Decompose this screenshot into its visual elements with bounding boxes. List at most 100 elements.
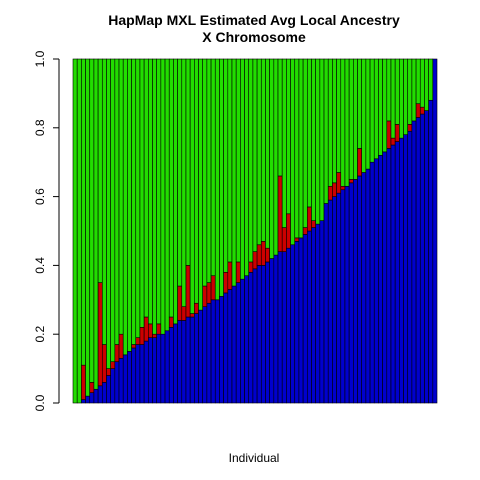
blue-segment [118, 357, 124, 404]
green-segment [81, 58, 86, 366]
blue-segment [194, 313, 199, 404]
green-segment [269, 58, 275, 259]
green-segment [135, 58, 141, 338]
red-segment [189, 313, 195, 318]
green-segment [127, 58, 132, 352]
blue-segment [135, 344, 141, 404]
green-segment [148, 58, 153, 325]
red-segment [210, 275, 216, 301]
green-segment [399, 58, 404, 139]
blue-segment [298, 237, 304, 404]
green-segment [248, 58, 254, 263]
green-segment [294, 58, 300, 239]
green-segment [93, 58, 99, 390]
red-segment [394, 124, 400, 142]
green-segment [240, 58, 245, 280]
red-segment [386, 120, 392, 149]
blue-segment [127, 351, 132, 404]
blue-segment [252, 268, 258, 404]
y-tick-label: 0.8 [33, 119, 47, 136]
blue-segment [428, 99, 434, 404]
green-segment [244, 58, 250, 277]
red-segment [143, 316, 149, 342]
blue-segment [336, 192, 342, 404]
red-segment [336, 172, 342, 194]
green-segment [110, 58, 116, 363]
blue-segment [369, 161, 375, 404]
blue-segment [231, 285, 237, 404]
blue-segment [344, 185, 350, 404]
green-segment [407, 58, 413, 125]
blue-segment [202, 306, 208, 404]
blue-segment [281, 251, 287, 404]
red-segment [118, 333, 124, 359]
red-segment [260, 241, 266, 266]
green-segment [194, 58, 199, 304]
red-segment [357, 148, 362, 177]
red-segment [148, 323, 153, 338]
green-segment [298, 58, 304, 239]
red-segment [110, 361, 116, 369]
green-segment [323, 58, 329, 204]
green-segment [332, 58, 337, 184]
blue-segment [277, 251, 283, 404]
red-segment [81, 364, 86, 400]
green-segment [219, 58, 224, 297]
red-segment [114, 344, 120, 363]
blue-segment [198, 309, 204, 404]
blue-segment [114, 361, 120, 404]
red-segment [265, 247, 270, 263]
green-segment [210, 58, 216, 277]
blue-segment [173, 323, 178, 404]
blue-segment [168, 327, 174, 404]
green-segment [344, 58, 350, 187]
red-segment [281, 227, 287, 252]
green-segment [361, 58, 367, 173]
red-segment [235, 261, 241, 283]
blue-segment [139, 344, 145, 404]
red-segment [227, 261, 233, 290]
green-segment [428, 58, 434, 101]
red-segment [206, 282, 212, 304]
blue-segment [290, 244, 296, 404]
blue-segment [206, 302, 212, 404]
green-segment [164, 58, 170, 332]
blue-segment [353, 179, 358, 404]
green-segment [415, 58, 421, 105]
green-segment [198, 58, 204, 311]
green-segment [290, 58, 296, 246]
green-segment [106, 58, 111, 369]
blue-segment [348, 182, 354, 404]
blue-segment [148, 337, 153, 404]
blue-segment [131, 347, 137, 404]
blue-segment [248, 271, 254, 404]
blue-segment [122, 354, 128, 404]
green-segment [353, 58, 358, 180]
green-segment [189, 58, 195, 314]
green-segment [223, 58, 229, 273]
green-segment [231, 58, 237, 287]
bars-group [72, 58, 438, 404]
blue-segment [214, 299, 220, 404]
green-segment [89, 58, 95, 383]
green-segment [424, 58, 429, 111]
blue-segment [85, 395, 91, 404]
green-segment [181, 58, 187, 307]
green-segment [260, 58, 266, 242]
green-segment [235, 58, 241, 263]
y-tick-label: 0.2 [33, 326, 47, 343]
blue-segment [390, 144, 396, 404]
blue-segment [164, 330, 170, 404]
blue-segment [399, 137, 404, 404]
red-segment [302, 227, 308, 235]
red-segment [286, 213, 291, 249]
blue-segment [403, 134, 409, 404]
red-segment [181, 306, 187, 321]
blue-segment [235, 282, 241, 404]
green-segment [168, 58, 174, 318]
green-segment [156, 58, 162, 325]
green-segment [114, 58, 120, 345]
green-segment [152, 58, 157, 335]
green-segment [227, 58, 233, 263]
